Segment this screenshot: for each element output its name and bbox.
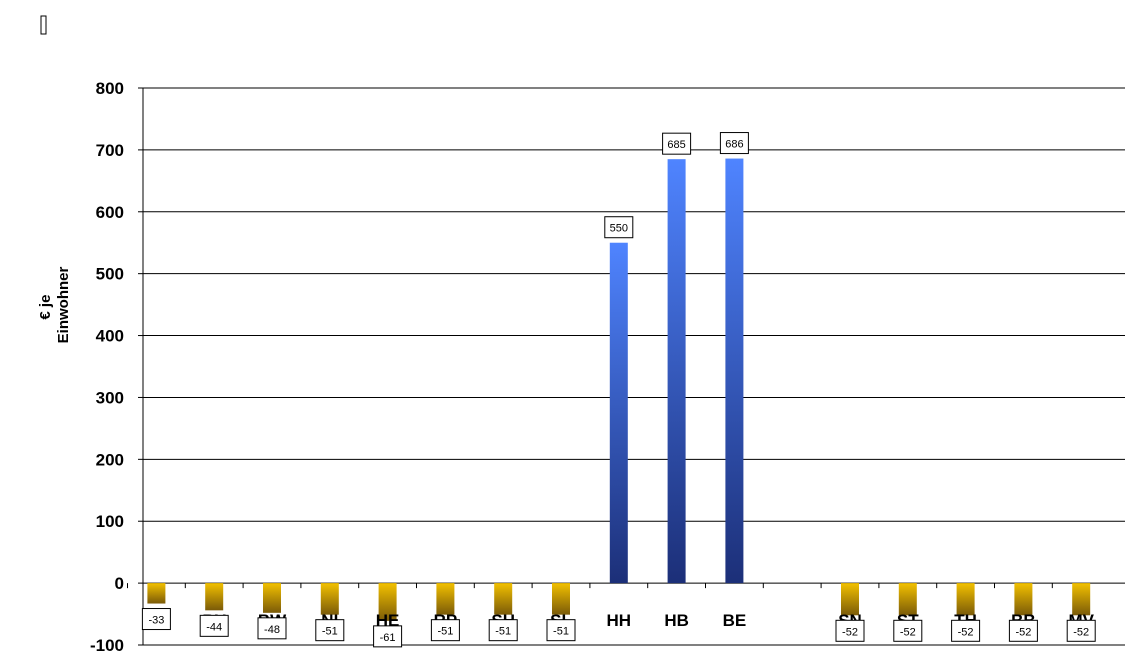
- data-label-text: -52: [958, 626, 974, 638]
- bar-sn: [841, 583, 859, 616]
- placeholder-glyph-icon: [40, 15, 47, 35]
- data-label: -61: [373, 625, 403, 648]
- data-label: 550: [604, 216, 634, 239]
- y-axis-label: € je Einwohner: [37, 267, 72, 344]
- data-label: -52: [835, 619, 865, 642]
- data-label: -51: [315, 619, 345, 642]
- bar-st: [898, 583, 917, 616]
- data-label-text: -51: [495, 626, 511, 638]
- bar-by: [205, 583, 224, 611]
- data-label-box: [257, 617, 287, 640]
- data-label: -51: [488, 619, 518, 642]
- bars: [147, 158, 1091, 621]
- bar-sl: [552, 583, 570, 615]
- bar-bb: [1014, 583, 1033, 616]
- category-label: HH: [607, 611, 632, 630]
- data-label: 686: [719, 132, 749, 155]
- data-label-text: -48: [264, 624, 280, 636]
- bar-hb: [667, 159, 686, 584]
- data-label: -52: [893, 619, 923, 642]
- y-tick-label: 700: [96, 141, 124, 160]
- bar-rp: [436, 583, 455, 615]
- data-label-box: [719, 132, 749, 155]
- data-label-box: [199, 614, 229, 637]
- bar-th: [956, 583, 975, 616]
- data-label: -52: [951, 619, 981, 642]
- data-label: -33: [141, 608, 171, 631]
- data-label-box: [893, 619, 923, 642]
- data-label-box: [604, 216, 634, 239]
- data-label-text: -52: [900, 626, 916, 638]
- data-label-box: [430, 619, 460, 642]
- data-label-text: -52: [1015, 626, 1031, 638]
- data-label-box: [141, 608, 171, 631]
- bar-ni: [320, 583, 339, 615]
- data-label-text: -44: [206, 621, 222, 633]
- data-label-box: [488, 619, 518, 642]
- data-label-box: [373, 625, 403, 648]
- data-label-text: -51: [437, 626, 453, 638]
- data-label-text: 686: [725, 139, 743, 151]
- data-label-box: [1066, 619, 1096, 642]
- y-tick-label: 600: [96, 203, 124, 222]
- data-label: 685: [662, 132, 692, 155]
- y-tick-label: 300: [96, 388, 124, 407]
- data-label: -44: [199, 614, 229, 637]
- y-axis-label-line2: Einwohner: [55, 267, 72, 344]
- y-tick-label: 100: [96, 512, 124, 531]
- data-labels: -33 -44 -48 -51 -61 -51 -51 -51 550 685 686 -52 -52 -…: [141, 132, 1096, 648]
- bar-hh: [609, 242, 628, 584]
- data-label: -51: [430, 619, 460, 642]
- data-label-text: -33: [148, 615, 164, 627]
- grid-lines: [127, 87, 1125, 646]
- category-label: HE: [376, 611, 400, 630]
- data-label-box: [1008, 619, 1038, 642]
- data-label: -52: [1066, 619, 1096, 642]
- y-tick-label: 0: [115, 574, 124, 593]
- data-label: -48: [257, 617, 287, 640]
- data-label-text: -52: [842, 626, 858, 638]
- data-label-text: 550: [610, 223, 628, 235]
- category-label: HB: [664, 611, 689, 630]
- data-label-box: [315, 619, 345, 642]
- data-label: -52: [1008, 619, 1038, 642]
- data-label-text: -51: [553, 626, 569, 638]
- data-label: -51: [546, 619, 576, 642]
- data-label-text: -51: [322, 626, 338, 638]
- bar-be: [725, 158, 744, 584]
- y-tick-label: 500: [96, 265, 124, 284]
- y-axis-label-line1: € je: [37, 295, 54, 320]
- data-label-box: [951, 619, 981, 642]
- bar-nw: [147, 583, 166, 604]
- data-label-text: -52: [1073, 626, 1089, 638]
- y-tick-label: -100: [90, 636, 124, 653]
- data-label-text: 685: [667, 139, 685, 151]
- data-label-box: [835, 619, 865, 642]
- data-label-box: [546, 619, 576, 642]
- category-label: BE: [723, 611, 747, 630]
- y-axis-ticks: 800 700 600 500 400 300 200 100 0 -100: [90, 79, 124, 653]
- data-label-text: -61: [380, 632, 396, 644]
- data-label-box: [662, 132, 692, 155]
- bar-sh: [494, 583, 513, 615]
- y-tick-label: 200: [96, 450, 124, 469]
- bar-he: [378, 583, 397, 621]
- y-tick-label: 800: [96, 79, 124, 98]
- bar-mv: [1072, 583, 1091, 616]
- y-tick-label: 400: [96, 327, 124, 346]
- bar-bw: [263, 583, 281, 613]
